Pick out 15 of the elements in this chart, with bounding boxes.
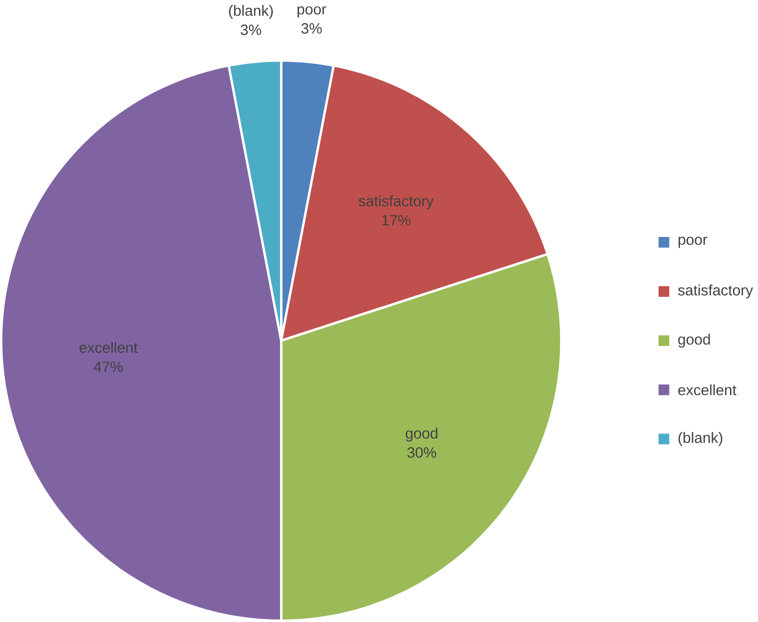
data-label: 3% xyxy=(240,24,262,36)
legend-label: (blank) xyxy=(678,432,722,446)
slice-label: good xyxy=(406,428,438,442)
legend-label: poor xyxy=(678,236,708,248)
data-label: 47% xyxy=(94,362,123,372)
legend-label: satisfactory xyxy=(678,284,754,298)
slice-label: excellent xyxy=(80,342,138,353)
legend-label: excellent xyxy=(678,384,736,396)
slice-label: poor xyxy=(298,6,326,18)
data-label: 3% xyxy=(301,23,322,34)
data-label: 30% xyxy=(407,447,436,458)
legend-label: good xyxy=(678,334,710,348)
slice-label: (blank) xyxy=(229,5,273,19)
data-label: 17% xyxy=(382,215,410,226)
slice-label: satisfactory xyxy=(358,195,434,210)
